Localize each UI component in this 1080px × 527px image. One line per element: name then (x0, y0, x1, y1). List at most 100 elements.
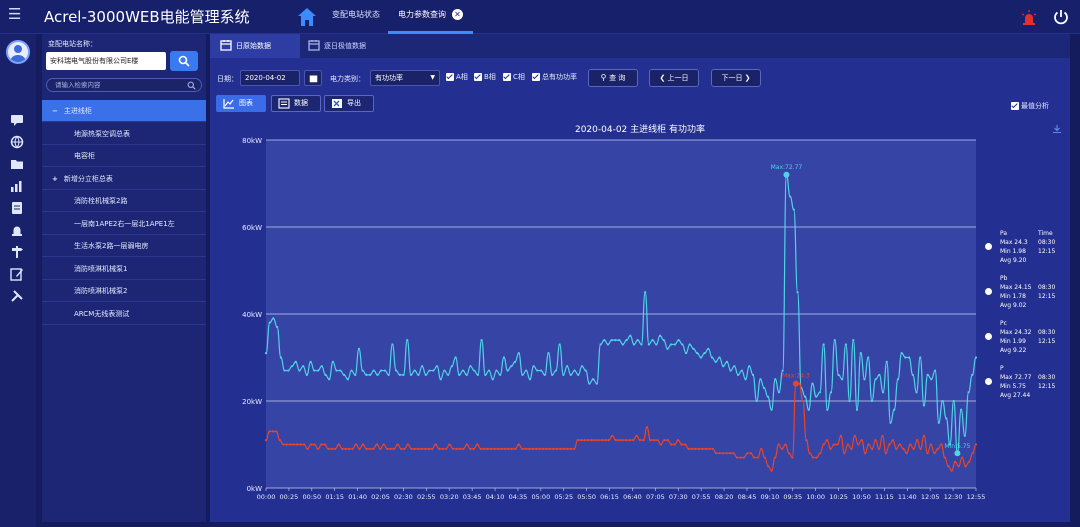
data-point (541, 447, 545, 450)
data-point (844, 343, 847, 346)
tree-search-input[interactable]: 请输入检索内容 (46, 78, 202, 92)
globe-icon[interactable] (10, 135, 24, 149)
tab-substation-status[interactable]: 变配电站状态 (322, 0, 390, 34)
legend-series-name: P (1000, 365, 1004, 372)
phase-a-checkbox[interactable]: A相 (446, 72, 468, 82)
data-point (358, 447, 361, 450)
x-tick-label: 03:45 (463, 493, 482, 501)
data-point (417, 447, 420, 450)
data-point (450, 365, 453, 368)
data-point (299, 443, 302, 446)
date-input[interactable]: 2020-04-02 (240, 70, 300, 86)
tab-power-query[interactable]: 电力参数查询 ✕ (388, 0, 473, 34)
data-point (859, 352, 862, 355)
data-point (870, 447, 874, 450)
avatar[interactable] (6, 40, 30, 64)
data-point (735, 456, 739, 459)
home-icon[interactable] (296, 6, 318, 28)
data-point (465, 443, 468, 446)
query-button[interactable]: ⚲ 查 询 (588, 69, 638, 87)
data-point (749, 452, 752, 455)
hamburger-icon[interactable]: ☰ (8, 5, 22, 23)
data-point (476, 373, 479, 376)
data-view-button[interactable]: 数据 (271, 95, 321, 112)
data-point (379, 447, 382, 450)
data-point (458, 373, 461, 376)
edit-icon[interactable] (10, 267, 24, 281)
data-point (673, 443, 676, 446)
data-point (902, 447, 905, 450)
export-button[interactable]: 导出 (324, 95, 374, 112)
calendar-button[interactable] (304, 70, 322, 86)
alarm-light-icon[interactable] (1020, 9, 1038, 27)
document-icon[interactable] (10, 201, 24, 215)
data-point (974, 356, 978, 359)
data-point (313, 369, 316, 372)
close-icon[interactable]: ✕ (452, 9, 463, 20)
download-icon[interactable] (1052, 124, 1062, 134)
data-point (558, 343, 561, 346)
data-point (677, 339, 680, 342)
search-placeholder: 请输入检索内容 (55, 81, 101, 89)
data-point (521, 373, 524, 376)
tab-daily-raw[interactable]: 日原始数据 (210, 34, 300, 58)
data-point (625, 439, 628, 442)
data-point (268, 321, 271, 324)
data-point (618, 339, 621, 342)
tools-icon[interactable] (10, 289, 24, 303)
data-point (595, 382, 598, 385)
chart-view-button[interactable]: 图表 (216, 95, 266, 112)
station-select[interactable]: 安科瑞电气股份有限公司E楼 (46, 52, 166, 70)
data-point (514, 447, 517, 450)
data-point (945, 417, 948, 420)
data-point (822, 343, 825, 346)
collapse-icon[interactable]: − (52, 107, 58, 115)
expand-icon[interactable]: + (52, 174, 58, 183)
power-icon[interactable] (1052, 8, 1070, 26)
tree-node[interactable]: − 主进线柜 (42, 100, 206, 122)
data-point (309, 360, 312, 363)
tab-daily-extreme[interactable]: 逐日极值数据 (298, 34, 388, 58)
tree-node[interactable]: 一层南1APE2右一层北1APE1左 (42, 213, 206, 235)
min-marker (954, 450, 961, 457)
message-icon[interactable] (10, 113, 24, 127)
extreme-analysis-checkbox[interactable]: 最值分析 (1011, 101, 1049, 111)
signpost-icon[interactable] (10, 245, 24, 259)
next-label: 下一日 (721, 74, 743, 82)
tree-node[interactable]: ARCM无线表测试 (42, 303, 206, 325)
data-point (911, 373, 914, 376)
x-tick-label: 02:30 (394, 493, 413, 501)
tree-node[interactable]: 消防喷淋机械泵1 (42, 258, 206, 280)
tree-node[interactable]: 地源热泵空调总表 (42, 123, 206, 145)
tree-node[interactable]: 电容柜 (42, 145, 206, 167)
tree-node-label: 消防喷淋机械泵2 (74, 287, 128, 295)
data-point (846, 443, 849, 446)
power-type-select[interactable]: 有功功率 ▼ (370, 70, 440, 86)
phase-c-checkbox[interactable]: C相 (503, 72, 525, 82)
next-day-button[interactable]: 下一日 ❯ (711, 69, 761, 87)
prev-day-button[interactable]: ❮ 上一日 (649, 69, 699, 87)
data-point (292, 443, 295, 446)
data-point (552, 447, 555, 450)
tree-node[interactable]: 消防喷淋机械泵2 (42, 280, 206, 302)
tree-node[interactable]: 生活水泵2路一层弱电房 (42, 235, 206, 257)
total-power-checkbox[interactable]: 总有功功率 (532, 72, 577, 82)
data-point (687, 447, 690, 450)
data-point (372, 369, 375, 372)
x-tick-label: 01:15 (325, 493, 344, 501)
data-point (569, 373, 572, 376)
x-tick-label: 06:15 (600, 493, 619, 501)
phase-b-checkbox[interactable]: B相 (474, 72, 496, 82)
data-point (285, 443, 288, 446)
station-search-button[interactable] (170, 51, 198, 71)
data-point (618, 439, 621, 442)
alarm-light-icon[interactable] (10, 223, 24, 237)
tree-node[interactable]: + 新增分立柜总表 (42, 168, 206, 190)
tree-node[interactable]: 消防栓机械泵2路 (42, 190, 206, 212)
data-point (413, 369, 416, 372)
bar-chart-icon[interactable] (10, 179, 24, 193)
data-point (469, 447, 472, 450)
folder-icon[interactable] (10, 157, 24, 171)
data-point (898, 443, 901, 446)
data-point (791, 456, 794, 459)
